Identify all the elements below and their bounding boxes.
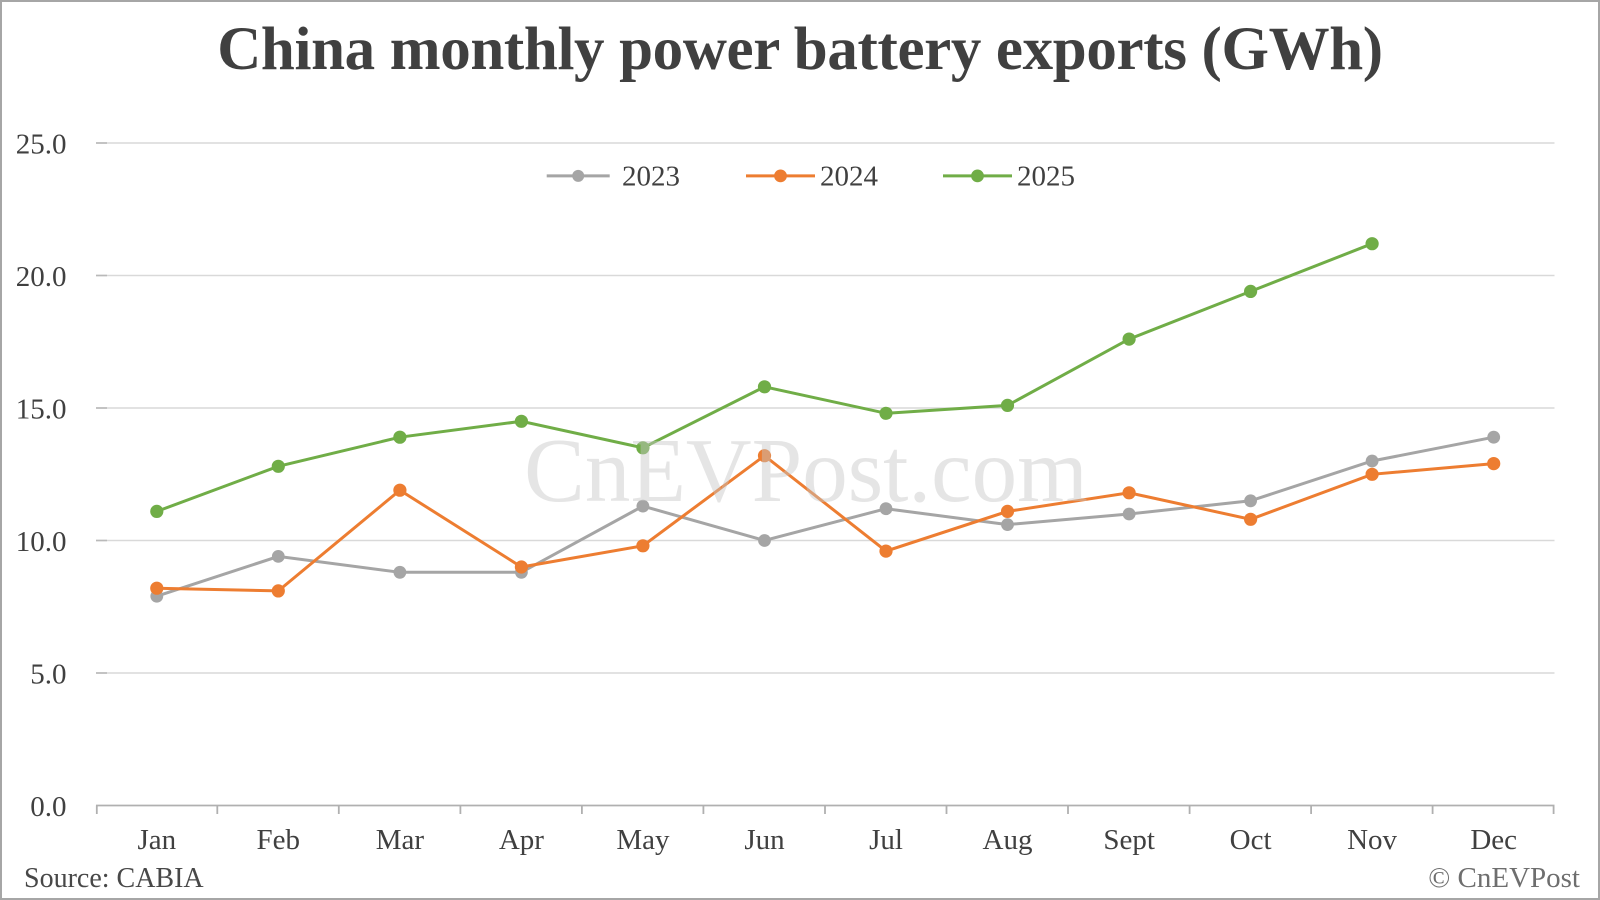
svg-text:Nov: Nov (1347, 824, 1397, 856)
svg-text:Aug: Aug (983, 824, 1033, 856)
svg-text:© CnEVPost: © CnEVPost (1428, 862, 1580, 894)
svg-text:0.0: 0.0 (30, 791, 66, 823)
svg-text:CnEVPost.com: CnEVPost.com (524, 420, 1088, 521)
svg-text:2023: 2023 (622, 160, 680, 192)
svg-text:Apr: Apr (499, 824, 544, 856)
svg-text:May: May (616, 824, 670, 856)
svg-text:25.0: 25.0 (16, 129, 67, 161)
svg-text:China monthly power battery ex: China monthly power battery exports (GWh… (217, 16, 1383, 83)
svg-text:10.0: 10.0 (16, 526, 67, 558)
svg-text:Source: CABIA: Source: CABIA (24, 863, 204, 894)
svg-text:Jul: Jul (869, 824, 903, 856)
svg-text:20.0: 20.0 (16, 261, 67, 293)
svg-text:Sept: Sept (1103, 824, 1155, 856)
svg-text:Dec: Dec (1470, 824, 1517, 856)
svg-text:15.0: 15.0 (16, 394, 67, 426)
svg-text:Oct: Oct (1230, 824, 1272, 856)
svg-text:Mar: Mar (376, 824, 425, 856)
svg-text:Jun: Jun (744, 824, 785, 856)
svg-text:Feb: Feb (257, 824, 301, 856)
svg-text:2025: 2025 (1017, 160, 1075, 192)
svg-text:Jan: Jan (137, 824, 176, 856)
svg-text:5.0: 5.0 (30, 659, 66, 691)
svg-text:2024: 2024 (820, 160, 879, 192)
